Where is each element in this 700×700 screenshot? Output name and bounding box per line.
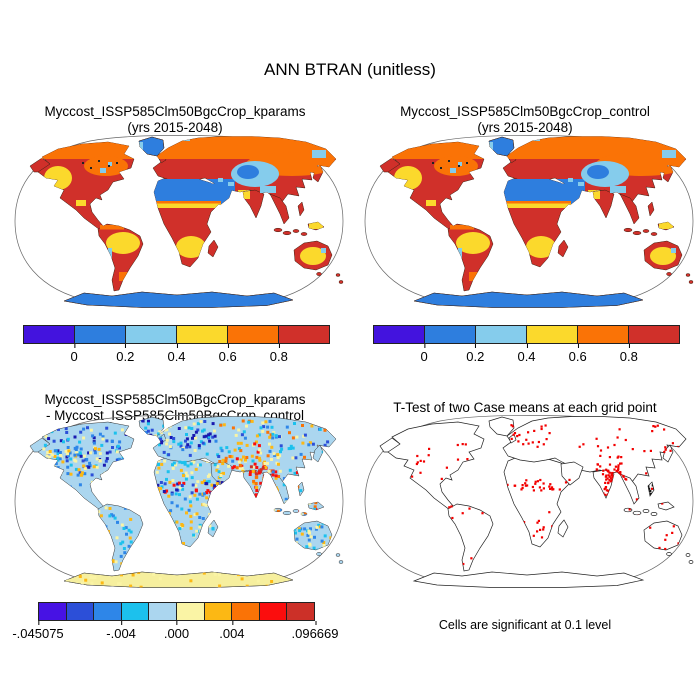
colorbar-segment bbox=[578, 326, 629, 343]
colorbar-segment bbox=[527, 326, 578, 343]
colorbar-segment bbox=[177, 326, 228, 343]
colorbar-tick-label: -.045075 bbox=[12, 621, 64, 641]
colorbar-segment bbox=[176, 603, 205, 620]
colorbar-tick-label: 0.2 bbox=[466, 344, 484, 364]
colorbar-segment bbox=[476, 326, 527, 343]
colorbar-tick-label: 0.4 bbox=[517, 344, 536, 364]
panel-title-control-line2: (yrs 2015-2048) bbox=[477, 120, 573, 135]
colorbar-control-ticks: 0 0.2 0.4 0.6 0.8 bbox=[373, 344, 680, 366]
colorbar-tick-label: 0.4 bbox=[167, 344, 186, 364]
colorbar-difference-ticks: -.045075 -.004 .000 .004 .096669 bbox=[12, 621, 339, 643]
colorbar-segment bbox=[425, 326, 476, 343]
colorbar-segment bbox=[149, 603, 177, 620]
map-kparams bbox=[12, 132, 346, 310]
colorbar-segment bbox=[121, 603, 150, 620]
colorbar-segment bbox=[228, 326, 279, 343]
panel-title-kparams: Myccost_ISSP585Clm50BgcCrop_kparams (yrs… bbox=[0, 88, 350, 152]
panel-title-ttest-line1: T-Test of two Case means at each grid po… bbox=[393, 400, 657, 415]
colorbar-tick-label: 0.6 bbox=[219, 344, 237, 364]
colorbar-tick-label: .096669 bbox=[292, 621, 339, 641]
panel-title-control-line1: Myccost_ISSP585Clm50BgcCrop_control bbox=[400, 104, 650, 119]
colorbar-tick-label: 0.2 bbox=[116, 344, 134, 364]
colorbar-tick-label: 0.8 bbox=[270, 344, 288, 364]
colorbar-segment bbox=[24, 326, 75, 343]
colorbar-tick-label: .000 bbox=[164, 621, 189, 641]
colorbar-segment bbox=[232, 603, 260, 620]
panel-title-kparams-line2: (yrs 2015-2048) bbox=[127, 120, 223, 135]
colorbar-segment bbox=[279, 326, 329, 343]
colorbar-kparams-ticks: 0 0.2 0.4 0.6 0.8 bbox=[23, 344, 330, 366]
colorbar-segment bbox=[94, 603, 122, 620]
colorbar-kparams bbox=[23, 325, 330, 344]
colorbar-segment bbox=[39, 603, 67, 620]
map-difference bbox=[14, 414, 344, 588]
panel-title-difference-line1: Myccost_ISSP585Clm50BgcCrop_kparams bbox=[44, 392, 306, 407]
colorbar-tick-label: .004 bbox=[219, 621, 245, 641]
significance-caption: Cells are significant at 0.1 level bbox=[438, 618, 612, 632]
colorbar-difference bbox=[38, 602, 315, 621]
colorbar-segment bbox=[126, 326, 177, 343]
colorbar-tick-label: -.004 bbox=[106, 621, 136, 641]
map-ttest bbox=[364, 414, 694, 588]
colorbar-segment bbox=[204, 603, 233, 620]
colorbar-tick-label: 0 bbox=[421, 344, 428, 364]
panel-title-control: Myccost_ISSP585Clm50BgcCrop_control (yrs… bbox=[350, 88, 700, 152]
colorbar-tick-label: 0 bbox=[71, 344, 78, 364]
colorbar-segment bbox=[66, 603, 95, 620]
map-control bbox=[362, 132, 696, 310]
colorbar-tick-label: 0.6 bbox=[569, 344, 587, 364]
colorbar-segment bbox=[629, 326, 679, 343]
colorbar-tick-label: 0.8 bbox=[620, 344, 638, 364]
colorbar-control bbox=[373, 325, 680, 344]
panel-title-kparams-line1: Myccost_ISSP585Clm50BgcCrop_kparams bbox=[44, 104, 306, 119]
colorbar-segment bbox=[259, 603, 288, 620]
colorbar-segment bbox=[287, 603, 314, 620]
colorbar-segment bbox=[75, 326, 126, 343]
panel-title-ttest: T-Test of two Case means at each grid po… bbox=[350, 384, 700, 416]
figure-title: ANN BTRAN (unitless) bbox=[264, 60, 436, 79]
colorbar-segment bbox=[374, 326, 425, 343]
